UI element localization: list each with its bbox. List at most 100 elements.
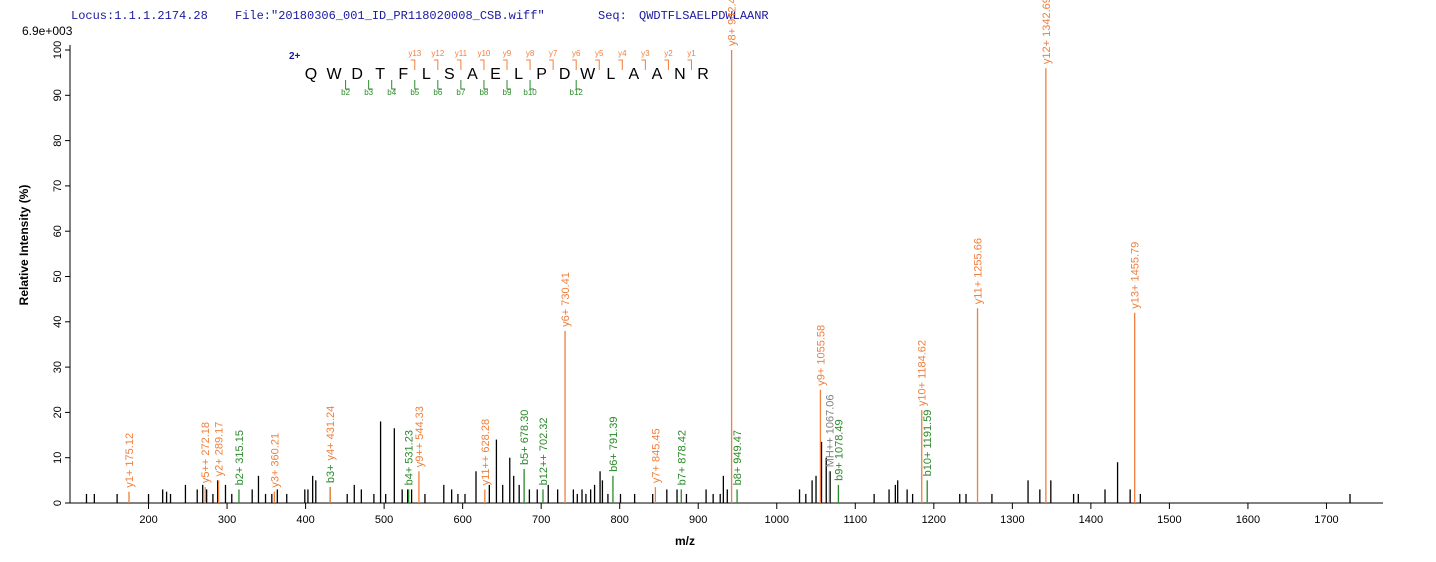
y-ion-mark — [664, 59, 669, 70]
peak-label: y9+ 1055.58 — [815, 325, 827, 386]
y-tick-label: 60 — [52, 225, 64, 237]
y-ion-label: y12 — [431, 49, 444, 58]
b-ion-label: b8 — [479, 88, 488, 97]
y-ion-mark — [526, 59, 531, 70]
b-ion-mark — [437, 80, 442, 90]
residue: L — [606, 66, 615, 83]
y-axis-label: Relative Intensity (%) — [17, 185, 31, 306]
y-tick-label: 30 — [52, 361, 64, 373]
y-tick-label: 80 — [52, 134, 64, 146]
y-ion-label: y3 — [641, 49, 650, 58]
peak-label: b8+ 949.47 — [732, 430, 744, 485]
b-ion-mark — [368, 80, 373, 90]
y-ion-mark — [479, 59, 485, 70]
y-ion-mark — [503, 59, 508, 70]
sequence: QWDTFLSAELPDWLAANR — [639, 9, 769, 23]
b-ion-mark — [460, 80, 465, 90]
file: File:"20180306_001_ID_PR118020008_CSB.wi… — [235, 9, 545, 23]
residue: R — [697, 66, 709, 83]
b-ion-mark — [391, 80, 396, 90]
y-tick-label: 70 — [52, 180, 64, 192]
y-ion-mark — [595, 59, 600, 70]
y-tick-label: 10 — [52, 452, 64, 464]
y-ion-label: y8 — [526, 49, 535, 58]
b-ion-label: b6 — [433, 88, 442, 97]
residue: L — [422, 66, 431, 83]
residue: W — [580, 66, 596, 83]
locus: Locus:1.1.1.2174.28 — [71, 9, 208, 23]
x-tick-label: 1400 — [1079, 514, 1103, 526]
b-ion-mark — [529, 80, 535, 90]
y-ion-label: y1 — [687, 49, 696, 58]
x-tick-label: 900 — [689, 514, 707, 526]
y-ion-label: y2 — [664, 49, 673, 58]
residue: A — [629, 66, 640, 83]
peak-label: b9+ 1078.49 — [833, 419, 845, 480]
peak-label: y9++ 544.33 — [414, 406, 426, 467]
y-ion-label: y10 — [477, 49, 490, 58]
b-ion-mark — [345, 80, 350, 90]
y-tick-label: 50 — [52, 270, 64, 282]
residue: F — [398, 66, 408, 83]
b-ion-label: b12 — [570, 88, 584, 97]
x-axis-label: m/z — [675, 534, 695, 548]
residue: N — [674, 66, 686, 83]
residue: T — [375, 66, 385, 83]
residue: S — [444, 66, 455, 83]
peak-label: y13+ 1455.79 — [1130, 242, 1142, 309]
y-ion-mark — [572, 59, 577, 70]
b-ion-label: b4 — [387, 88, 396, 97]
x-tick-label: 1500 — [1157, 514, 1181, 526]
x-tick-label: 400 — [296, 514, 314, 526]
b-ion-label: b10 — [523, 88, 537, 97]
peak-label: y4+ 431.24 — [325, 406, 337, 461]
x-tick-label: 1200 — [922, 514, 946, 526]
charge: 2+ — [289, 51, 301, 62]
x-tick-label: 300 — [218, 514, 236, 526]
y-ion-label: y4 — [618, 49, 627, 58]
x-tick-label: 600 — [453, 514, 471, 526]
y-ion-label: y5 — [595, 49, 604, 58]
residue: L — [514, 66, 523, 83]
peak-label: y11+ 1255.66 — [973, 238, 985, 304]
peak-label: y3+ 360.21 — [269, 433, 281, 488]
peak-label: b12++ 702.32 — [538, 418, 550, 486]
residue: A — [652, 66, 663, 83]
peak-label: y6+ 730.41 — [560, 272, 572, 327]
peak-label: b10+ 1191.59 — [922, 410, 934, 477]
peak-label: y12+ 1342.69 — [1041, 0, 1053, 64]
y-tick-label: 40 — [52, 316, 64, 328]
residue: Q — [305, 66, 317, 83]
b-ion-mark — [575, 80, 581, 90]
peak-label: b6+ 791.39 — [608, 416, 620, 471]
peak-label: b5+ 678.30 — [519, 410, 531, 465]
x-tick-label: 1600 — [1236, 514, 1260, 526]
peak-label: y1+ 175.12 — [124, 433, 136, 488]
x-tick-label: 800 — [611, 514, 629, 526]
peak-label: y2+ 289.17 — [214, 422, 226, 477]
peak-label: y7+ 845.45 — [650, 428, 662, 483]
residue: W — [327, 66, 343, 83]
seq-label: Seq: — [598, 9, 627, 23]
x-tick-label: 500 — [375, 514, 393, 526]
max-intensity: 6.9e+003 — [22, 24, 73, 38]
peak-label: y11++ 628.28 — [480, 419, 492, 485]
y-tick-label: 0 — [52, 500, 64, 506]
peak-label: y10+ 1184.62 — [917, 340, 929, 406]
residue: D — [351, 66, 363, 83]
residue: A — [467, 66, 478, 83]
y-ion-label: y13 — [408, 49, 421, 58]
x-tick-label: 700 — [532, 514, 550, 526]
peak-label: b7+ 878.42 — [676, 430, 688, 485]
b-ion-label: b2 — [341, 88, 350, 97]
y-ion-mark — [641, 59, 646, 70]
x-tick-label: 200 — [139, 514, 157, 526]
b-ion-label: b7 — [456, 88, 465, 97]
y-ion-label: y7 — [549, 49, 558, 58]
y-ion-label: y11 — [455, 49, 468, 58]
y-tick-label: 90 — [52, 89, 64, 101]
b-ion-label: b3 — [364, 88, 373, 97]
y-ion-mark — [549, 59, 554, 70]
x-tick-label: 1100 — [843, 514, 867, 526]
